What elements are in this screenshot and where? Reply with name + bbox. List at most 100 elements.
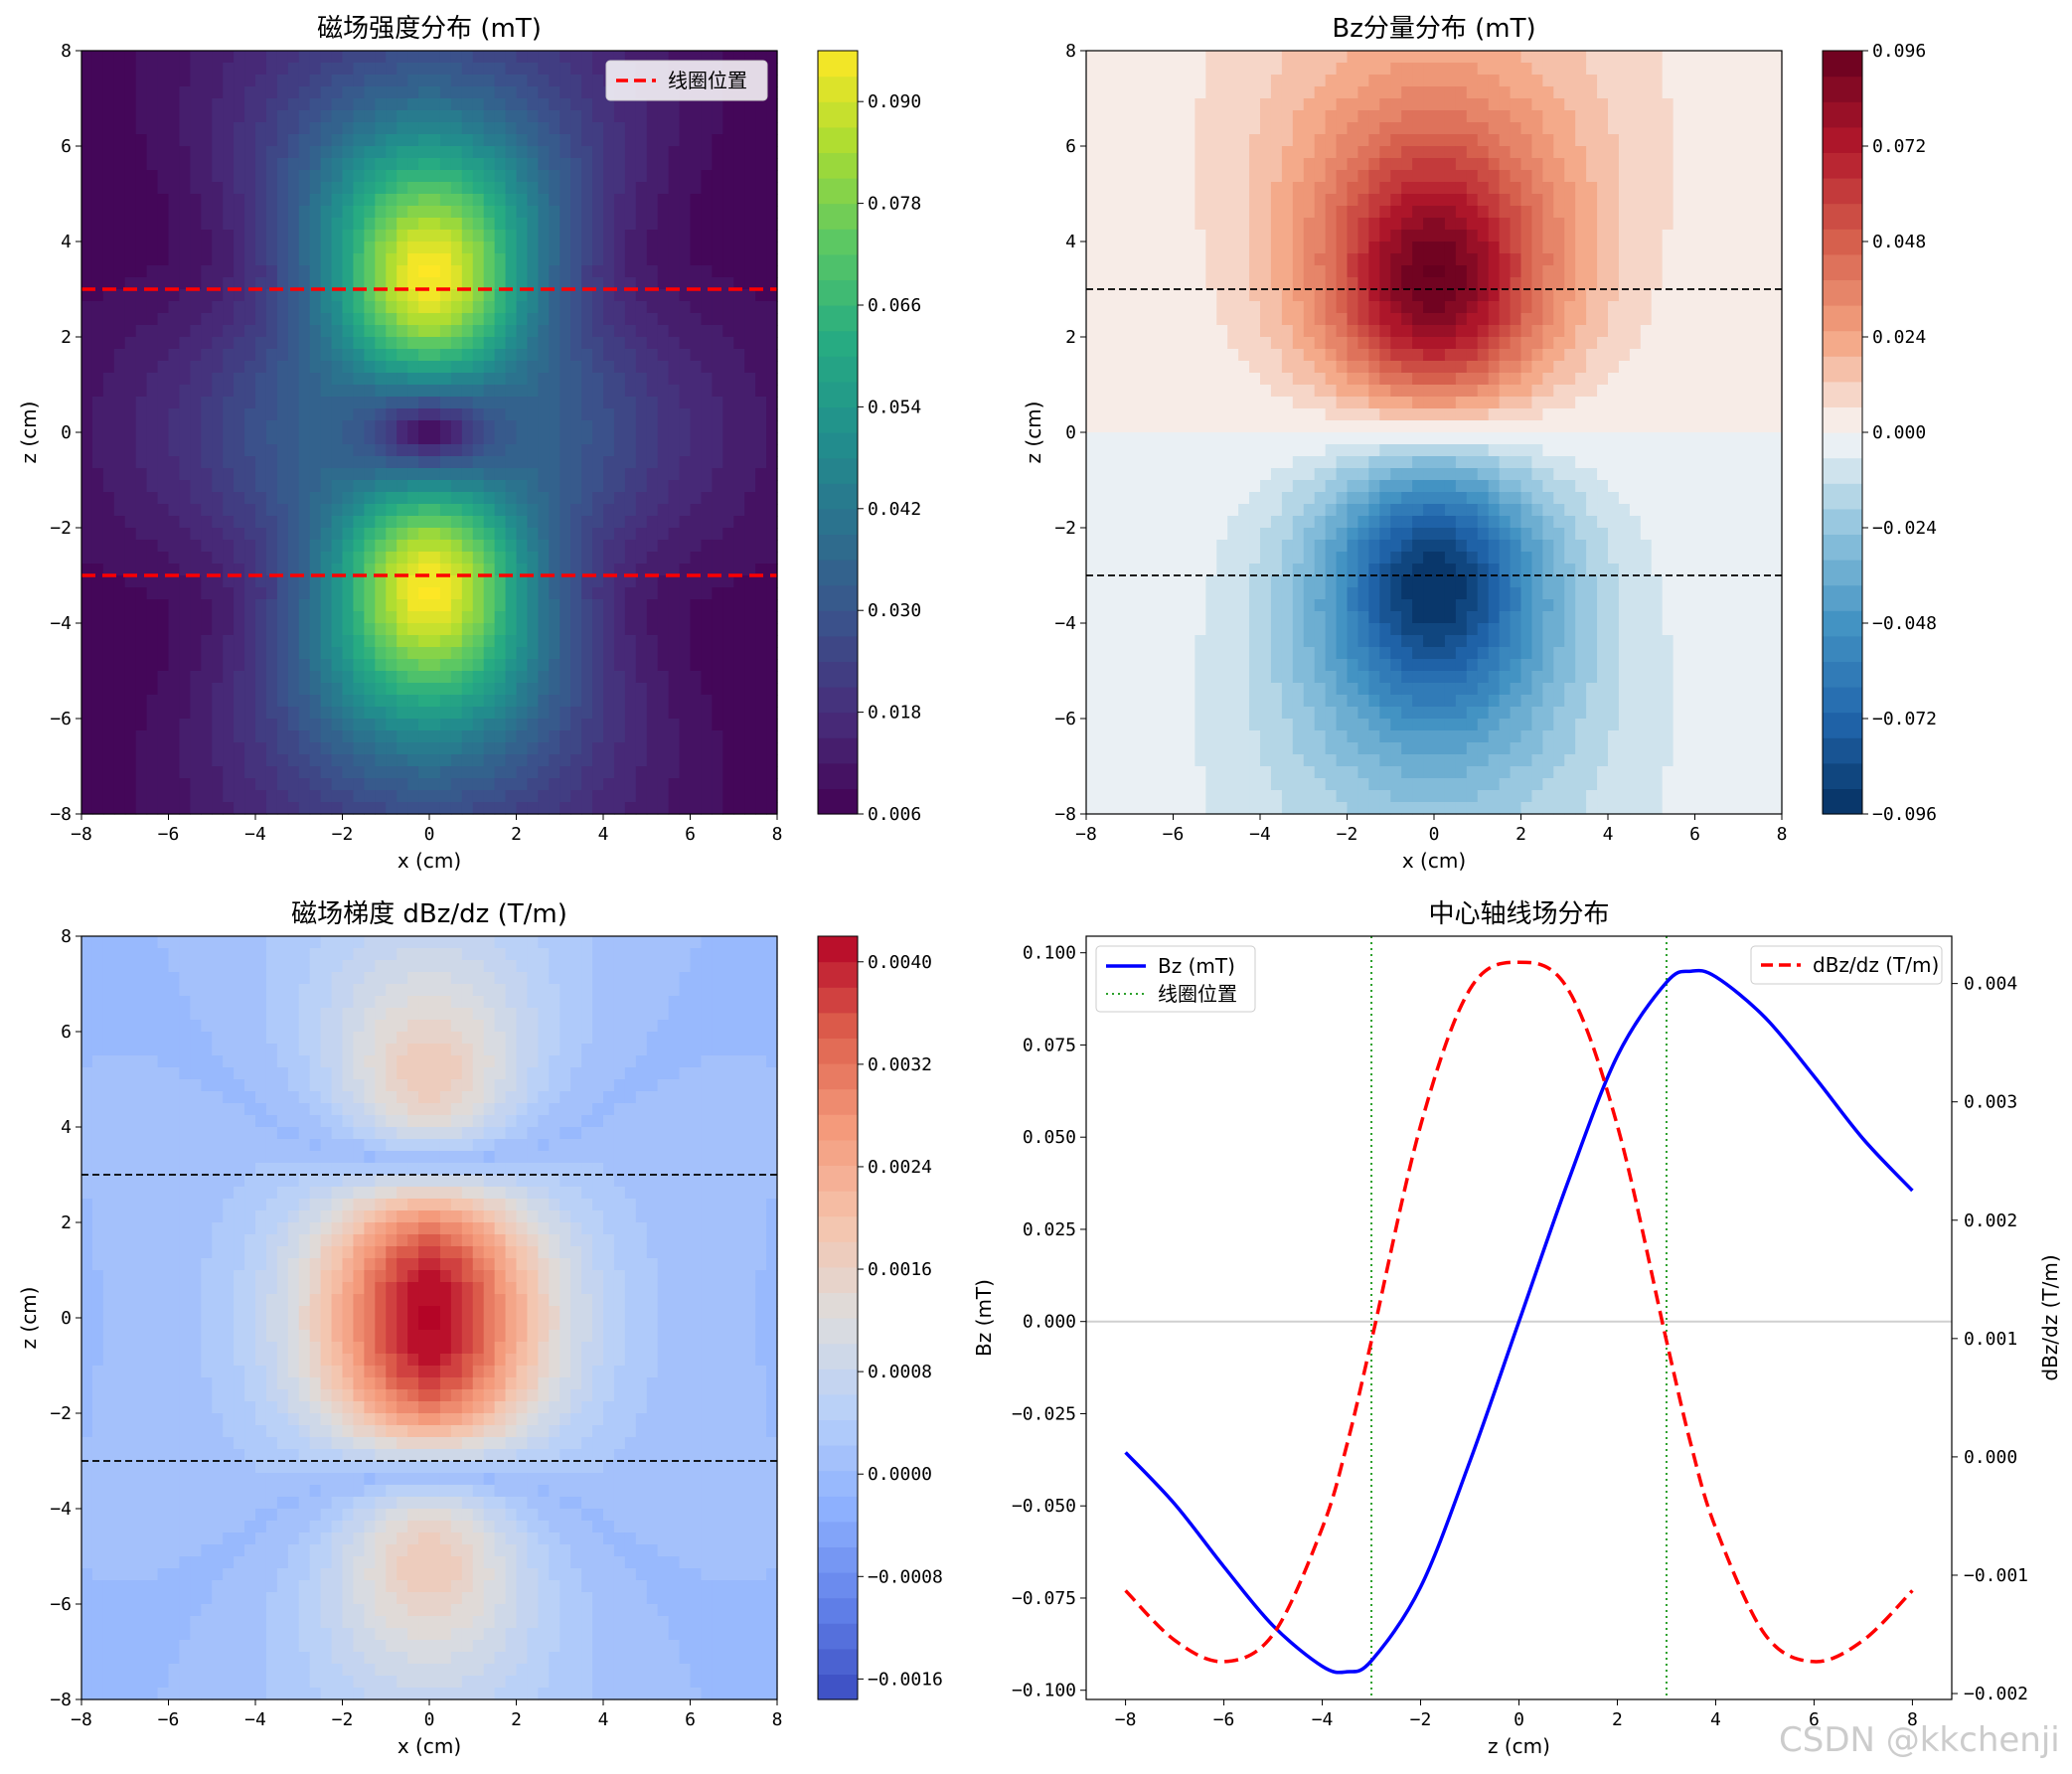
heatmap-cell [331, 75, 344, 87]
heatmap-cell [146, 313, 159, 326]
heatmap-cell [1477, 110, 1490, 123]
heatmap-cell [559, 671, 571, 684]
heatmap-cell [581, 253, 593, 266]
heatmap-cell [592, 289, 604, 302]
heatmap-cell [146, 719, 159, 731]
heatmap-cell [505, 480, 518, 493]
heatmap-cell [81, 134, 93, 147]
heatmap-cell [1629, 170, 1642, 183]
heatmap-cell [1705, 170, 1717, 183]
heatmap-cell [690, 790, 703, 803]
heatmap-cell [1173, 158, 1186, 171]
heatmap-cell [1488, 51, 1501, 64]
heatmap-cell [1542, 86, 1554, 99]
heatmap-cell [212, 575, 224, 588]
heatmap-cell [679, 802, 692, 815]
heatmap-cell [168, 790, 181, 803]
heatmap-cell [549, 194, 560, 207]
heatmap-cell [755, 611, 767, 624]
heatmap-cell [124, 289, 137, 302]
heatmap-cell [168, 564, 181, 576]
heatmap-cell [690, 349, 703, 362]
heatmap-cell [549, 444, 560, 457]
heatmap-cell [668, 110, 681, 123]
heatmap-cell [592, 206, 604, 219]
heatmap-cell [255, 504, 267, 517]
heatmap-cell [1140, 146, 1153, 159]
heatmap-cell [1760, 75, 1772, 87]
heatmap-cell [397, 528, 408, 541]
heatmap-cell [613, 719, 626, 731]
heatmap-cell [91, 695, 104, 708]
heatmap-cell [668, 695, 681, 708]
heatmap-cell [592, 552, 604, 564]
heatmap-cell [581, 754, 593, 767]
heatmap-cell [472, 63, 485, 76]
heatmap-cell [364, 432, 376, 445]
x-tick-label: −6 [158, 824, 180, 845]
heatmap-cell [450, 802, 463, 815]
heatmap-cell [657, 110, 670, 123]
heatmap-cell [1195, 170, 1206, 183]
heatmap-cell [1151, 63, 1164, 76]
heatmap-cell [450, 289, 463, 302]
heatmap-cell [342, 444, 355, 457]
heatmap-cell [646, 110, 659, 123]
heatmap-cell [1379, 98, 1391, 111]
heatmap-cell [287, 683, 300, 696]
heatmap-cell [613, 146, 626, 159]
heatmap-cell [559, 361, 571, 374]
heatmap-cell [657, 265, 670, 278]
heatmap-cell [1347, 158, 1359, 171]
heatmap-cell [722, 301, 734, 314]
heatmap-cell [733, 480, 745, 493]
heatmap-cell [276, 420, 289, 433]
heatmap-cell [81, 754, 93, 767]
heatmap-cell [516, 146, 529, 159]
heatmap-cell [461, 182, 474, 195]
heatmap-cell [1162, 75, 1175, 87]
heatmap-cell [701, 146, 713, 159]
heatmap-cell [581, 301, 593, 314]
heatmap-cell [146, 397, 159, 409]
heatmap-cell [1553, 146, 1565, 159]
heatmap-cell [276, 504, 289, 517]
heatmap-cell [1238, 194, 1250, 207]
heatmap-cell [135, 51, 148, 64]
heatmap-cell [549, 313, 560, 326]
heatmap-cell [690, 778, 703, 791]
heatmap-cell [244, 397, 256, 409]
heatmap-cell [439, 707, 452, 720]
heatmap-cell [461, 265, 474, 278]
heatmap-cell [91, 420, 104, 433]
heatmap-cell [668, 420, 681, 433]
heatmap-cell [1640, 75, 1653, 87]
heatmap-cell [461, 802, 474, 815]
heatmap-cell [668, 170, 681, 183]
heatmap-cell [309, 611, 322, 624]
heatmap-cell [298, 98, 311, 111]
heatmap-cell [538, 707, 550, 720]
heatmap-cell [287, 480, 300, 493]
heatmap-cell [276, 98, 289, 111]
heatmap-cell [265, 98, 278, 111]
heatmap-cell [397, 277, 408, 290]
heatmap-cell [146, 695, 159, 708]
heatmap-cell [265, 361, 278, 374]
heatmap-cell [744, 504, 756, 517]
heatmap-cell [320, 194, 333, 207]
heatmap-cell [1303, 51, 1316, 64]
heatmap-cell [223, 158, 235, 171]
heatmap-cell [212, 337, 224, 350]
heatmap-cell [320, 790, 333, 803]
heatmap-cell [657, 683, 670, 696]
heatmap-cell [276, 110, 289, 123]
heatmap-cell [91, 408, 104, 421]
heatmap-cell [234, 170, 245, 183]
heatmap-cell [113, 385, 126, 398]
colorbar-band [818, 483, 858, 510]
heatmap-cell [320, 385, 333, 398]
heatmap-cell [1118, 86, 1131, 99]
heatmap-cell [407, 695, 419, 708]
heatmap-cell [331, 754, 344, 767]
